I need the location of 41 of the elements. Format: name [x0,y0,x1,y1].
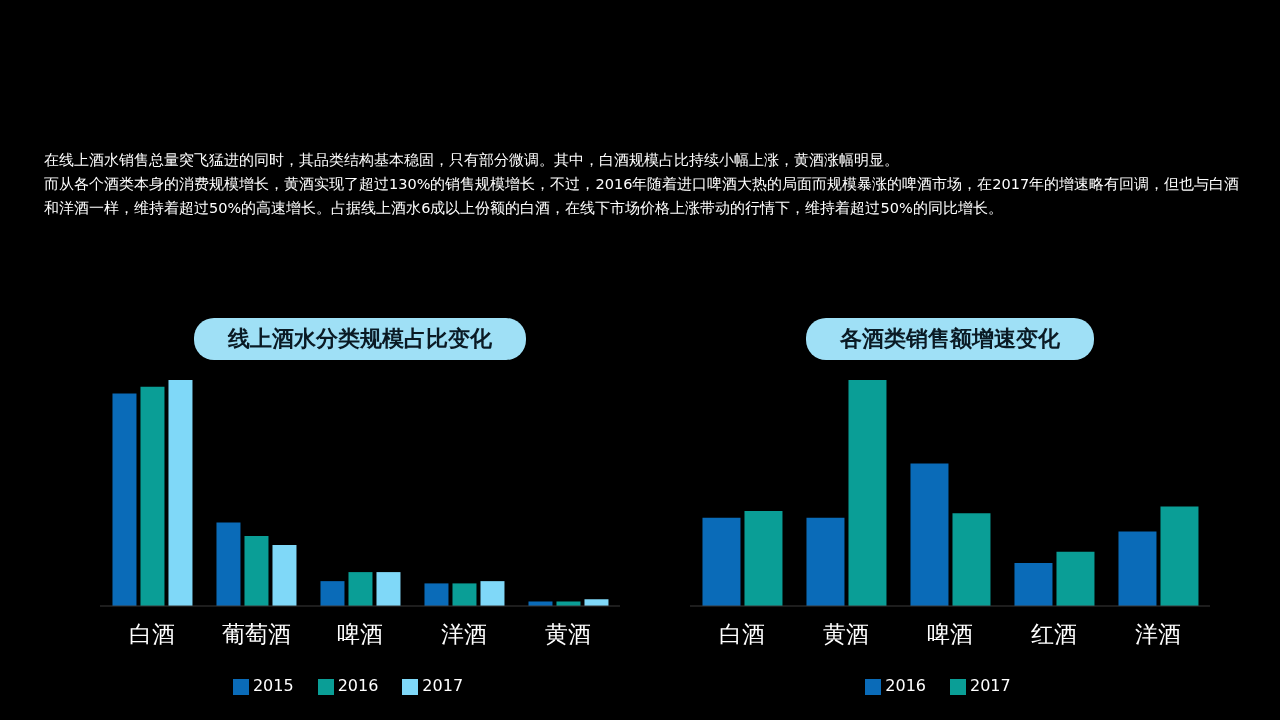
x-tick-label: 洋酒 [441,621,487,648]
text: 而从各个酒类本身的消费规模增长，黄酒实现了超过130%的销售规模增长，不过，2016年随着进口啤酒大热的局面而规模暴涨的啤酒市场，在2017年的增速略有回调，但也与白酒和洋酒一样，维持着超过50%的高速增长。占据线上酒水6成以上份额的白酒，在线下市场价格上涨带动的行情下，维持着超过50%的同比增长。 [44,175,1241,218]
legend-label: 2017 [422,676,464,695]
bar [168,380,193,606]
legend-label: 2016 [337,676,379,695]
x-tick-label: 白酒 [129,621,175,648]
legend-label: 2017 [970,676,1011,695]
x-tick-label: 洋酒 [1135,621,1181,648]
bar [216,522,241,606]
chart-title: 各酒类销售额增速变化 [806,318,1094,360]
bar [1160,506,1199,606]
bar [952,513,991,606]
bar [348,572,373,606]
bar [806,517,845,606]
bar [452,583,477,606]
x-tick-label: 黄酒 [823,621,869,648]
bar [1118,531,1157,606]
bar [112,393,137,606]
x-tick-label: 红酒 [1031,621,1077,648]
chart-title: 线上酒水分类规模占比变化 [194,318,526,360]
bar [910,463,949,606]
bar [272,544,297,606]
bar [848,380,887,606]
bar [320,581,345,606]
x-tick-label: 葡萄酒 [221,621,291,648]
legend-label: 2015 [252,676,294,695]
bar [702,517,741,606]
bar [244,535,269,606]
bar [1056,551,1095,606]
legend-label: 2016 [885,676,926,695]
bar [480,581,505,606]
bar [744,511,783,606]
bar [1014,563,1053,606]
x-tick-label: 啤酒 [927,621,973,648]
text: 在线上酒水销售总量突飞猛进的同时，其品类结构基本稳固，只有部分微调。其中，白酒规模占比持续小幅上涨，黄酒涨幅明显。 [44,151,900,170]
bar [376,572,401,606]
x-tick-label: 啤酒 [337,621,383,648]
bar [140,386,165,606]
x-tick-label: 白酒 [719,621,765,648]
bar [424,583,449,606]
x-tick-label: 黄酒 [545,621,591,648]
